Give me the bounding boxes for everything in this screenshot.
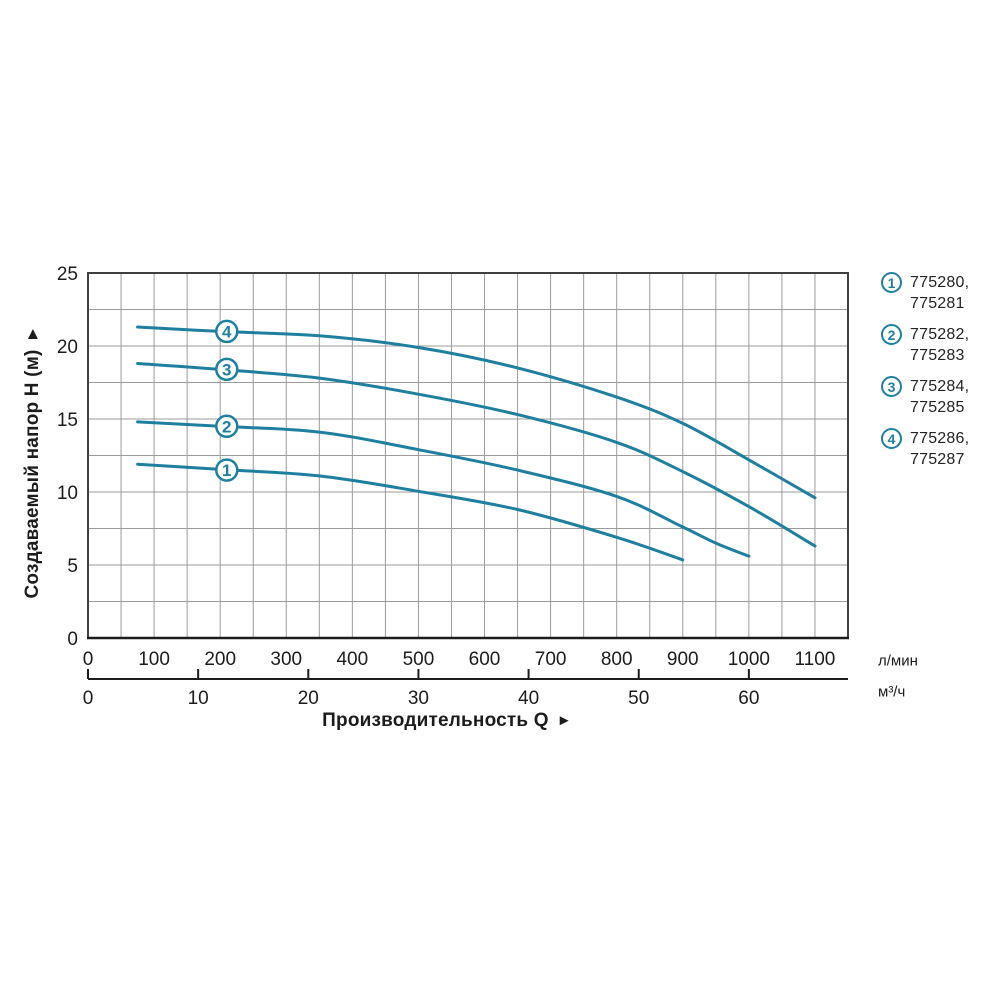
x-tick-label-lmin: 200 [204,649,236,670]
y-tick-label: 20 [57,337,78,358]
legend-marker-3: 3 [881,376,902,397]
x-tick-label-lmin: 300 [270,649,302,670]
curve-2 [136,420,751,558]
legend-label-2-line1: 775282, [910,326,970,343]
legend-label-2-line2: 775283 [910,347,965,364]
x-tick-label-lmin: 600 [469,649,501,670]
y-tick-label: 5 [67,556,78,577]
legend-marker-1: 1 [881,272,902,293]
curve-label-circle-4 [215,319,239,344]
x-tick-label-lmin: 900 [667,649,699,670]
curve-label-number-3: 3 [222,360,231,379]
y-tick-label: 25 [57,264,78,285]
legend-item-2: 2 775282, 775283 [881,324,969,366]
right-arrow-icon: ► [556,712,572,729]
curve-label-circle-2 [215,414,239,439]
legend-marker-2: 2 [881,324,902,345]
legend-marker-4: 4 [881,428,902,449]
x-tick-label-m3h: 0 [83,688,94,709]
legend: 1 775280, 775281 2 775282, 775283 3 775284… [881,272,969,480]
y-axis-title: Создаваемый напор H (м) ▲ [22,323,44,599]
legend-item-3: 3 775284, 775285 [881,376,969,418]
curve-label-number-1: 1 [222,461,231,480]
legend-item-4: 4 775286, 775287 [881,428,969,470]
x-tick-label-lmin: 1000 [728,649,770,670]
curve-3 [136,362,817,548]
y-axis-title-text: Создаваемый напор H (м) [22,349,43,599]
curve-label-circle-3 [215,357,239,382]
curve-4 [136,325,817,500]
y-tick-label: 0 [67,629,78,650]
x-axis-title-text: Производительность Q [322,710,549,731]
y-tick-label: 10 [57,483,78,504]
legend-label-3-line2: 775285 [910,399,965,416]
x-tick-label-lmin: 500 [403,649,435,670]
unit-label-m3h: м³/ч [878,683,906,701]
legend-label-2: 775282, 775283 [910,324,969,366]
x-tick-label-m3h: 20 [298,688,319,709]
x-tick-label-m3h: 30 [408,688,429,709]
x-tick-label-lmin: 400 [336,649,368,670]
x-tick-label-m3h: 60 [738,688,759,709]
y-tick-label: 15 [57,410,78,431]
legend-label-1-line1: 775280, [910,274,970,291]
curve-label-number-2: 2 [222,417,231,436]
x-tick-label-m3h: 10 [188,688,209,709]
up-arrow-icon: ▲ [24,323,42,343]
x-axis-title: Производительность Q ► [322,710,572,732]
x-tick-label-lmin: 1100 [795,649,836,670]
legend-label-4-line1: 775286, [910,430,970,447]
legend-label-4-line2: 775287 [910,451,965,468]
legend-item-1: 1 775280, 775281 [881,272,969,314]
legend-label-3-line1: 775284, [910,378,970,395]
legend-label-3: 775284, 775285 [910,376,969,418]
legend-label-1: 775280, 775281 [910,272,969,314]
x-tick-label-m3h: 50 [628,688,649,709]
legend-label-1-line2: 775281 [910,295,965,312]
x-tick-label-lmin: 800 [601,649,633,670]
x-tick-label-lmin: 700 [535,649,567,670]
curve-label-number-4: 4 [222,322,232,341]
legend-label-4: 775286, 775287 [910,428,969,470]
x-tick-label-lmin: 0 [83,649,94,670]
x-tick-label-lmin: 100 [138,649,170,670]
x-tick-label-m3h: 40 [518,688,539,709]
unit-label-lmin: л/мин [878,652,918,670]
curve-label-circle-1 [215,458,239,482]
